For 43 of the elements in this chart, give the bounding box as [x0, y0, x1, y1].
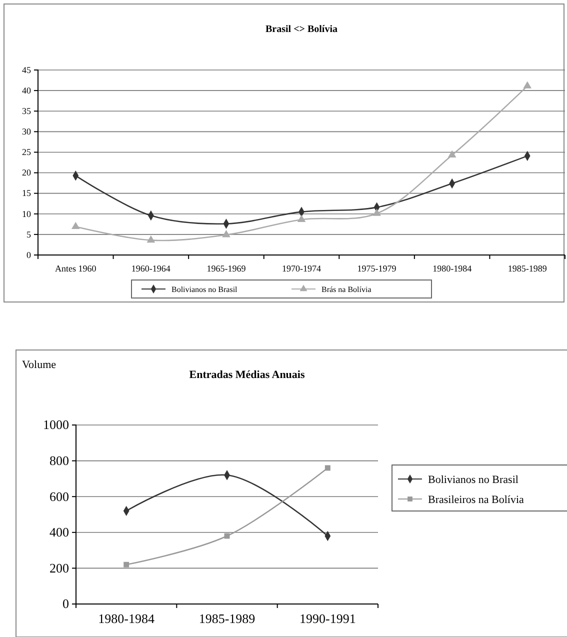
- x-tick-label: 1985-1989: [508, 263, 548, 274]
- y-tick-label: 0: [62, 596, 69, 612]
- y-tick-label: 45: [22, 64, 32, 75]
- legend-label: Brás na Bolívia: [322, 285, 372, 294]
- y-tick-label: 400: [50, 524, 69, 540]
- y-axis-title: Volume: [22, 359, 56, 371]
- x-tick-label: 1980-1984: [432, 263, 472, 274]
- y-tick-label: 5: [26, 229, 32, 240]
- y-tick-label: 0: [26, 250, 32, 260]
- y-tick-label: 25: [22, 147, 32, 158]
- y-tick-label: 800: [50, 452, 69, 468]
- x-tick-label: 1975-1979: [357, 263, 397, 274]
- legend-label: Bolivianos no Brasil: [428, 474, 518, 486]
- point: [523, 81, 532, 88]
- y-tick-label: 10: [22, 208, 32, 219]
- point: [297, 214, 306, 222]
- chart-title: Brasil <> Bolívia: [266, 24, 338, 35]
- point: [146, 235, 156, 243]
- x-tick-label: Antes 1960: [55, 263, 97, 274]
- y-tick-label: 1000: [43, 417, 69, 432]
- point: [71, 222, 80, 230]
- x-tick-label: 1985-1989: [198, 611, 256, 626]
- point: [124, 562, 130, 568]
- chart-title: Entradas Médias Anuais: [189, 369, 306, 381]
- point: [224, 533, 230, 539]
- point: [448, 150, 456, 158]
- x-tick-label: 1965-1969: [206, 263, 246, 274]
- y-tick-label: 30: [22, 126, 32, 137]
- y-tick-label: 200: [50, 560, 69, 576]
- point: [324, 465, 330, 471]
- x-tick-label: 1990-1991: [299, 611, 356, 626]
- y-tick-label: 35: [22, 106, 32, 116]
- y-tick-label: 20: [22, 168, 32, 178]
- point: [222, 230, 230, 238]
- y-tick-label: 15: [22, 188, 32, 198]
- y-tick-label: 600: [50, 488, 69, 504]
- x-tick-label: 1970-1974: [282, 263, 322, 274]
- legend-label: Bolivianos no Brasil: [172, 285, 238, 294]
- x-tick-label: 1980-1984: [98, 611, 155, 626]
- legend-label: Brasileiros na Bolívia: [428, 494, 524, 506]
- point: [372, 208, 381, 216]
- x-tick-label: 1960-1964: [131, 263, 171, 274]
- y-tick-label: 40: [22, 85, 32, 96]
